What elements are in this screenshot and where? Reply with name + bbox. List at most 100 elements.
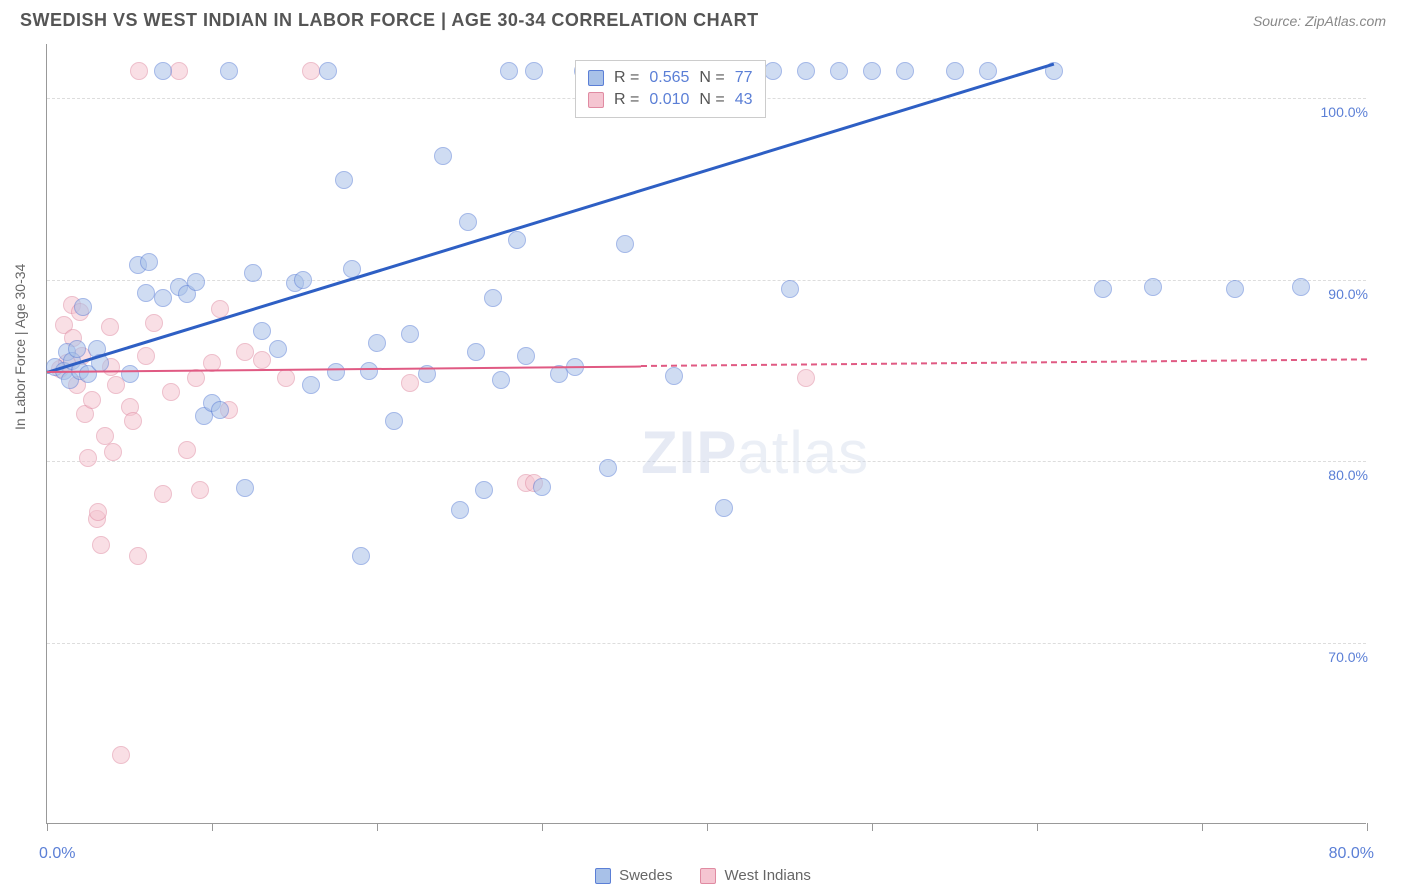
x-tick — [212, 823, 213, 831]
scatter-point — [294, 271, 312, 289]
x-tick — [542, 823, 543, 831]
scatter-point — [360, 362, 378, 380]
scatter-point — [665, 367, 683, 385]
scatter-point — [525, 62, 543, 80]
stats-r-label: R = — [614, 69, 639, 87]
scatter-point — [187, 273, 205, 291]
y-axis-title: In Labor Force | Age 30-34 — [12, 264, 28, 430]
scatter-point — [715, 499, 733, 517]
scatter-point — [508, 231, 526, 249]
chart-title: SWEDISH VS WEST INDIAN IN LABOR FORCE | … — [20, 10, 759, 31]
scatter-point — [492, 371, 510, 389]
scatter-point — [96, 427, 114, 445]
scatter-point — [451, 501, 469, 519]
scatter-point — [124, 412, 142, 430]
gridline-h — [47, 643, 1366, 644]
scatter-point — [140, 253, 158, 271]
scatter-point — [101, 318, 119, 336]
stats-row: R = 0.010 N = 43 — [588, 89, 753, 111]
stats-row: R = 0.565 N = 77 — [588, 67, 753, 89]
scatter-point — [244, 264, 262, 282]
x-tick — [707, 823, 708, 831]
stats-n-value: 43 — [735, 91, 753, 109]
watermark: ZIPatlas — [641, 418, 869, 487]
chart-source: Source: ZipAtlas.com — [1253, 13, 1386, 29]
scatter-point — [401, 374, 419, 392]
scatter-point — [236, 479, 254, 497]
scatter-point — [269, 340, 287, 358]
scatter-point — [616, 235, 634, 253]
legend-label: West Indians — [724, 867, 810, 884]
legend-swatch — [588, 70, 604, 86]
scatter-point — [154, 289, 172, 307]
scatter-point — [154, 485, 172, 503]
scatter-point — [599, 459, 617, 477]
stats-r-value: 0.010 — [649, 91, 689, 109]
scatter-point — [74, 298, 92, 316]
scatter-point — [401, 325, 419, 343]
x-tick — [872, 823, 873, 831]
scatter-point — [154, 62, 172, 80]
bottom-legend: Swedes West Indians — [0, 867, 1406, 884]
stats-n-label: N = — [699, 69, 724, 87]
stats-n-value: 77 — [735, 69, 753, 87]
scatter-point — [352, 547, 370, 565]
legend-swatch — [595, 868, 611, 884]
chart-plot-area: 70.0%80.0%90.0%100.0%0.0%80.0%ZIPatlasR … — [46, 44, 1366, 824]
stats-r-value: 0.565 — [649, 69, 689, 87]
scatter-point — [89, 503, 107, 521]
scatter-point — [112, 746, 130, 764]
scatter-point — [1094, 280, 1112, 298]
scatter-point — [130, 62, 148, 80]
x-tick — [377, 823, 378, 831]
scatter-point — [137, 284, 155, 302]
y-tick-label: 80.0% — [1328, 467, 1368, 483]
scatter-point — [220, 62, 238, 80]
scatter-point — [459, 213, 477, 231]
scatter-point — [191, 481, 209, 499]
scatter-point — [797, 62, 815, 80]
scatter-point — [319, 62, 337, 80]
legend-swatch — [700, 868, 716, 884]
scatter-point — [83, 391, 101, 409]
scatter-point — [781, 280, 799, 298]
scatter-point — [302, 62, 320, 80]
scatter-point — [277, 369, 295, 387]
trendline — [47, 62, 1054, 373]
scatter-point — [500, 62, 518, 80]
scatter-point — [253, 351, 271, 369]
scatter-point — [797, 369, 815, 387]
scatter-point — [121, 365, 139, 383]
stats-n-label: N = — [699, 91, 724, 109]
y-tick-label: 70.0% — [1328, 649, 1368, 665]
scatter-point — [178, 441, 196, 459]
scatter-point — [253, 322, 271, 340]
scatter-point — [475, 481, 493, 499]
scatter-point — [830, 62, 848, 80]
x-tick-label: 80.0% — [1329, 845, 1374, 863]
scatter-point — [302, 376, 320, 394]
gridline-h — [47, 280, 1366, 281]
legend-item: West Indians — [700, 867, 810, 884]
scatter-point — [236, 343, 254, 361]
scatter-point — [863, 62, 881, 80]
x-tick — [1367, 823, 1368, 831]
scatter-point — [517, 347, 535, 365]
stats-box: R = 0.565 N = 77 R = 0.010 N = 43 — [575, 60, 766, 118]
scatter-point — [467, 343, 485, 361]
scatter-point — [129, 547, 147, 565]
scatter-point — [137, 347, 155, 365]
scatter-point — [385, 412, 403, 430]
scatter-point — [335, 171, 353, 189]
x-tick — [1202, 823, 1203, 831]
legend-label: Swedes — [619, 867, 672, 884]
x-tick-label: 0.0% — [39, 845, 75, 863]
stats-r-label: R = — [614, 91, 639, 109]
scatter-point — [145, 314, 163, 332]
x-tick — [47, 823, 48, 831]
scatter-point — [162, 383, 180, 401]
scatter-point — [434, 147, 452, 165]
y-tick-label: 90.0% — [1328, 286, 1368, 302]
scatter-point — [104, 443, 122, 461]
scatter-point — [533, 478, 551, 496]
